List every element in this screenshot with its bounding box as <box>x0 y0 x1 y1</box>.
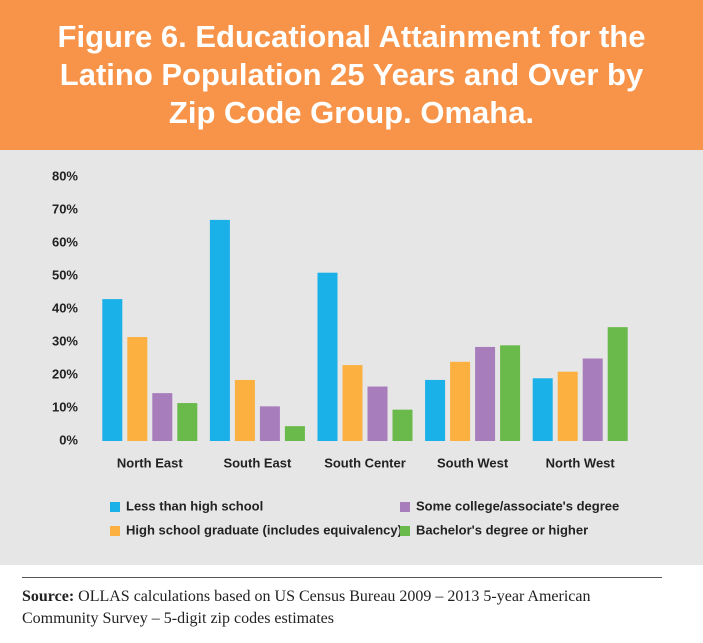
bar <box>259 406 280 441</box>
legend-label: Some college/associate's degree <box>416 498 619 513</box>
bar <box>127 337 148 441</box>
y-tick-label: 80% <box>52 168 78 183</box>
bar <box>317 272 338 441</box>
y-tick-label: 10% <box>52 399 78 414</box>
source-label: Source: <box>22 588 75 605</box>
bar <box>532 378 553 441</box>
legend-swatch <box>110 526 120 536</box>
bar <box>582 358 603 441</box>
y-tick-label: 20% <box>52 366 78 381</box>
y-tick-label: 40% <box>52 300 78 315</box>
bar <box>102 299 123 441</box>
legend-label: High school graduate (includes equivalen… <box>126 522 402 537</box>
chart-title: Figure 6. Educational Attainment for the… <box>57 19 646 130</box>
bar <box>392 409 413 441</box>
bar <box>475 346 496 441</box>
header: Figure 6. Educational Attainment for the… <box>0 0 703 150</box>
bar <box>450 361 471 441</box>
bar <box>607 327 628 441</box>
legend-swatch <box>400 526 410 536</box>
legend-swatch <box>110 502 120 512</box>
bar <box>557 371 578 441</box>
bar <box>152 393 173 441</box>
y-tick-label: 50% <box>52 267 78 282</box>
x-tick-label: North East <box>117 455 183 470</box>
y-tick-label: 70% <box>52 201 78 216</box>
bar <box>234 379 255 441</box>
x-tick-label: South East <box>223 455 292 470</box>
bar <box>425 379 446 441</box>
x-tick-label: South West <box>437 455 509 470</box>
legend-label: Bachelor's degree or higher <box>416 522 588 537</box>
chart: 0% 10% 20% 30% 40% 50% 60% 70% 80% North East Sout… <box>0 150 703 565</box>
bar <box>342 365 363 441</box>
legend-swatch <box>400 502 410 512</box>
legend-label: Less than high school <box>126 498 263 513</box>
source-text: OLLAS calculations based on US Census Bu… <box>22 588 591 627</box>
bar <box>500 345 521 441</box>
source: Source: OLLAS calculations based on US C… <box>22 577 662 630</box>
bar <box>284 426 305 441</box>
x-tick-label: South Center <box>324 455 406 470</box>
bar <box>367 386 388 441</box>
y-tick-label: 0% <box>59 432 78 447</box>
x-tick-label: North West <box>546 455 616 470</box>
bar <box>209 219 230 441</box>
y-tick-label: 30% <box>52 333 78 348</box>
y-tick-label: 60% <box>52 234 78 249</box>
bar <box>177 403 198 441</box>
